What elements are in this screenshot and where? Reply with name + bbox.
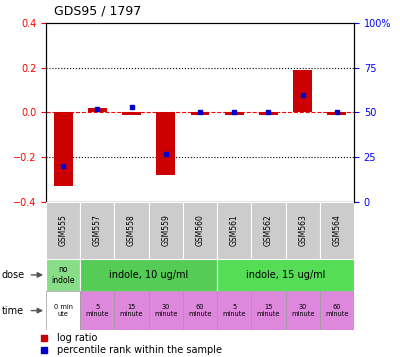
Text: 60
minute: 60 minute <box>188 304 212 317</box>
Text: time: time <box>2 306 24 316</box>
Bar <box>217 259 354 291</box>
Bar <box>259 112 278 115</box>
Bar <box>286 291 320 330</box>
Bar <box>149 202 183 259</box>
Text: GSM559: GSM559 <box>161 214 170 246</box>
Text: 15
minute: 15 minute <box>120 304 143 317</box>
Text: GSM562: GSM562 <box>264 215 273 246</box>
Bar <box>114 291 149 330</box>
Text: GDS95 / 1797: GDS95 / 1797 <box>54 5 141 18</box>
Text: GSM561: GSM561 <box>230 215 239 246</box>
Bar <box>183 202 217 259</box>
Bar <box>286 202 320 259</box>
Text: log ratio: log ratio <box>57 333 97 343</box>
Bar <box>217 202 251 259</box>
Text: GSM558: GSM558 <box>127 215 136 246</box>
Bar <box>328 112 346 115</box>
Text: GSM560: GSM560 <box>196 214 204 246</box>
Text: GSM563: GSM563 <box>298 214 307 246</box>
Text: 5
minute: 5 minute <box>222 304 246 317</box>
Bar <box>54 112 72 186</box>
Bar <box>320 291 354 330</box>
Text: indole, 10 ug/ml: indole, 10 ug/ml <box>109 270 188 280</box>
Bar <box>80 291 114 330</box>
Bar <box>88 108 107 112</box>
Bar <box>225 112 244 115</box>
Text: 30
minute: 30 minute <box>291 304 314 317</box>
Text: percentile rank within the sample: percentile rank within the sample <box>57 345 222 355</box>
Bar <box>149 291 183 330</box>
Bar <box>46 202 80 259</box>
Bar <box>251 291 286 330</box>
Bar <box>80 202 114 259</box>
Bar <box>156 112 175 175</box>
Bar <box>217 291 251 330</box>
Text: 60
minute: 60 minute <box>325 304 349 317</box>
Text: 5
minute: 5 minute <box>86 304 109 317</box>
Text: GSM564: GSM564 <box>332 214 341 246</box>
Bar <box>190 112 210 115</box>
Bar <box>80 259 217 291</box>
Text: no
indole: no indole <box>51 265 75 285</box>
Bar <box>122 112 141 115</box>
Text: 30
minute: 30 minute <box>154 304 178 317</box>
Text: 15
minute: 15 minute <box>257 304 280 317</box>
Bar <box>251 202 286 259</box>
Bar <box>293 70 312 112</box>
Bar <box>183 291 217 330</box>
Text: 0 min
ute: 0 min ute <box>54 304 73 317</box>
Bar <box>46 291 80 330</box>
Text: GSM557: GSM557 <box>93 214 102 246</box>
Bar <box>114 202 149 259</box>
Text: GSM555: GSM555 <box>59 214 68 246</box>
Text: indole, 15 ug/ml: indole, 15 ug/ml <box>246 270 325 280</box>
Bar <box>320 202 354 259</box>
Text: dose: dose <box>2 270 25 280</box>
Bar <box>46 259 80 291</box>
